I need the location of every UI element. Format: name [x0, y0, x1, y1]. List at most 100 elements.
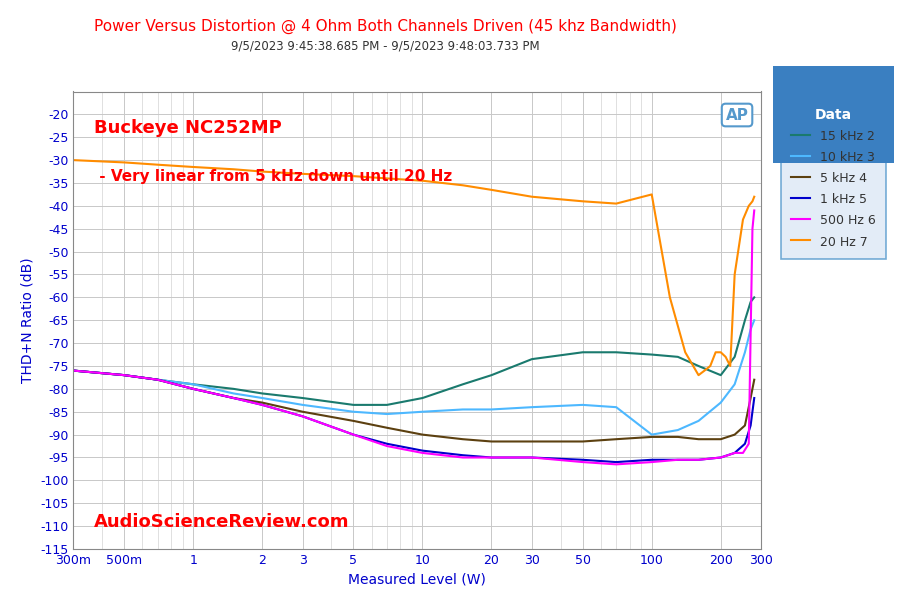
1 kHz 5 [729, 449, 740, 456]
500 Hz 6 [381, 442, 392, 450]
15 kHz 2 [672, 353, 683, 361]
500 Hz 6 [458, 454, 469, 461]
10 kHz 3 [729, 381, 740, 388]
15 kHz 2 [458, 381, 469, 388]
20 Hz 7 [611, 200, 622, 207]
500 Hz 6 [297, 412, 308, 420]
20 Hz 7 [417, 177, 428, 184]
5 kHz 4 [188, 385, 199, 392]
500 Hz 6 [611, 461, 622, 468]
10 kHz 3 [118, 371, 129, 379]
5 kHz 4 [152, 376, 163, 383]
Text: AP: AP [725, 107, 748, 123]
500 Hz 6 [723, 451, 734, 459]
1 kHz 5 [458, 451, 469, 459]
500 Hz 6 [417, 449, 428, 456]
15 kHz 2 [739, 317, 750, 324]
20 Hz 7 [679, 348, 691, 356]
500 Hz 6 [228, 394, 239, 401]
15 kHz 2 [646, 351, 657, 358]
20 Hz 7 [646, 191, 657, 198]
Text: AudioScienceReview.com: AudioScienceReview.com [94, 512, 349, 531]
10 kHz 3 [646, 431, 657, 438]
15 kHz 2 [526, 356, 537, 363]
20 Hz 7 [744, 202, 755, 209]
1 kHz 5 [672, 456, 683, 464]
20 Hz 7 [188, 163, 199, 171]
10 kHz 3 [715, 399, 726, 406]
500 Hz 6 [693, 456, 704, 464]
Line: 20 Hz 7: 20 Hz 7 [73, 160, 755, 375]
10 kHz 3 [611, 403, 622, 411]
1 kHz 5 [188, 385, 199, 392]
5 kHz 4 [693, 436, 704, 443]
20 Hz 7 [228, 165, 239, 173]
5 kHz 4 [672, 433, 683, 440]
15 kHz 2 [152, 376, 163, 383]
20 Hz 7 [705, 362, 716, 370]
10 kHz 3 [486, 406, 497, 413]
5 kHz 4 [486, 438, 497, 445]
500 Hz 6 [737, 449, 748, 456]
Text: Buckeye NC252MP: Buckeye NC252MP [94, 119, 282, 137]
10 kHz 3 [693, 417, 704, 425]
15 kHz 2 [68, 367, 79, 374]
10 kHz 3 [746, 326, 757, 333]
5 kHz 4 [526, 438, 537, 445]
10 kHz 3 [257, 394, 268, 401]
5 kHz 4 [715, 436, 726, 443]
10 kHz 3 [348, 408, 359, 415]
Legend: 15 kHz 2, 10 kHz 3, 5 kHz 4, 1 kHz 5, 500 Hz 6, 20 Hz 7: 15 kHz 2, 10 kHz 3, 5 kHz 4, 1 kHz 5, 50… [781, 98, 886, 259]
500 Hz 6 [715, 454, 726, 461]
5 kHz 4 [646, 433, 657, 440]
20 Hz 7 [749, 193, 760, 200]
500 Hz 6 [747, 225, 758, 232]
10 kHz 3 [526, 403, 537, 411]
20 Hz 7 [693, 371, 704, 379]
1 kHz 5 [68, 367, 79, 374]
15 kHz 2 [749, 293, 760, 301]
15 kHz 2 [693, 362, 704, 370]
20 Hz 7 [715, 348, 726, 356]
15 kHz 2 [611, 348, 622, 356]
X-axis label: Measured Level (W): Measured Level (W) [348, 572, 486, 586]
10 kHz 3 [672, 426, 683, 434]
20 Hz 7 [577, 198, 588, 205]
15 kHz 2 [715, 371, 726, 379]
10 kHz 3 [577, 401, 588, 409]
1 kHz 5 [152, 376, 163, 383]
500 Hz 6 [744, 440, 755, 447]
20 Hz 7 [526, 193, 537, 200]
1 kHz 5 [297, 412, 308, 420]
1 kHz 5 [749, 394, 760, 401]
5 kHz 4 [257, 399, 268, 406]
5 kHz 4 [68, 367, 79, 374]
20 Hz 7 [297, 170, 308, 178]
5 kHz 4 [746, 394, 757, 401]
5 kHz 4 [118, 371, 129, 379]
10 kHz 3 [739, 348, 750, 356]
20 Hz 7 [458, 182, 469, 189]
500 Hz 6 [749, 207, 760, 214]
15 kHz 2 [746, 298, 757, 306]
1 kHz 5 [526, 454, 537, 461]
10 kHz 3 [749, 317, 760, 324]
1 kHz 5 [577, 456, 588, 464]
20 Hz 7 [747, 198, 758, 205]
Line: 10 kHz 3: 10 kHz 3 [73, 320, 755, 434]
5 kHz 4 [417, 431, 428, 438]
20 Hz 7 [665, 293, 676, 301]
15 kHz 2 [118, 371, 129, 379]
1 kHz 5 [746, 422, 757, 429]
500 Hz 6 [257, 401, 268, 409]
5 kHz 4 [577, 438, 588, 445]
5 kHz 4 [749, 376, 760, 383]
1 kHz 5 [348, 431, 359, 438]
15 kHz 2 [381, 401, 392, 409]
20 Hz 7 [257, 168, 268, 175]
500 Hz 6 [672, 456, 683, 464]
10 kHz 3 [381, 411, 392, 418]
15 kHz 2 [729, 353, 740, 361]
15 kHz 2 [417, 394, 428, 401]
20 Hz 7 [486, 186, 497, 193]
